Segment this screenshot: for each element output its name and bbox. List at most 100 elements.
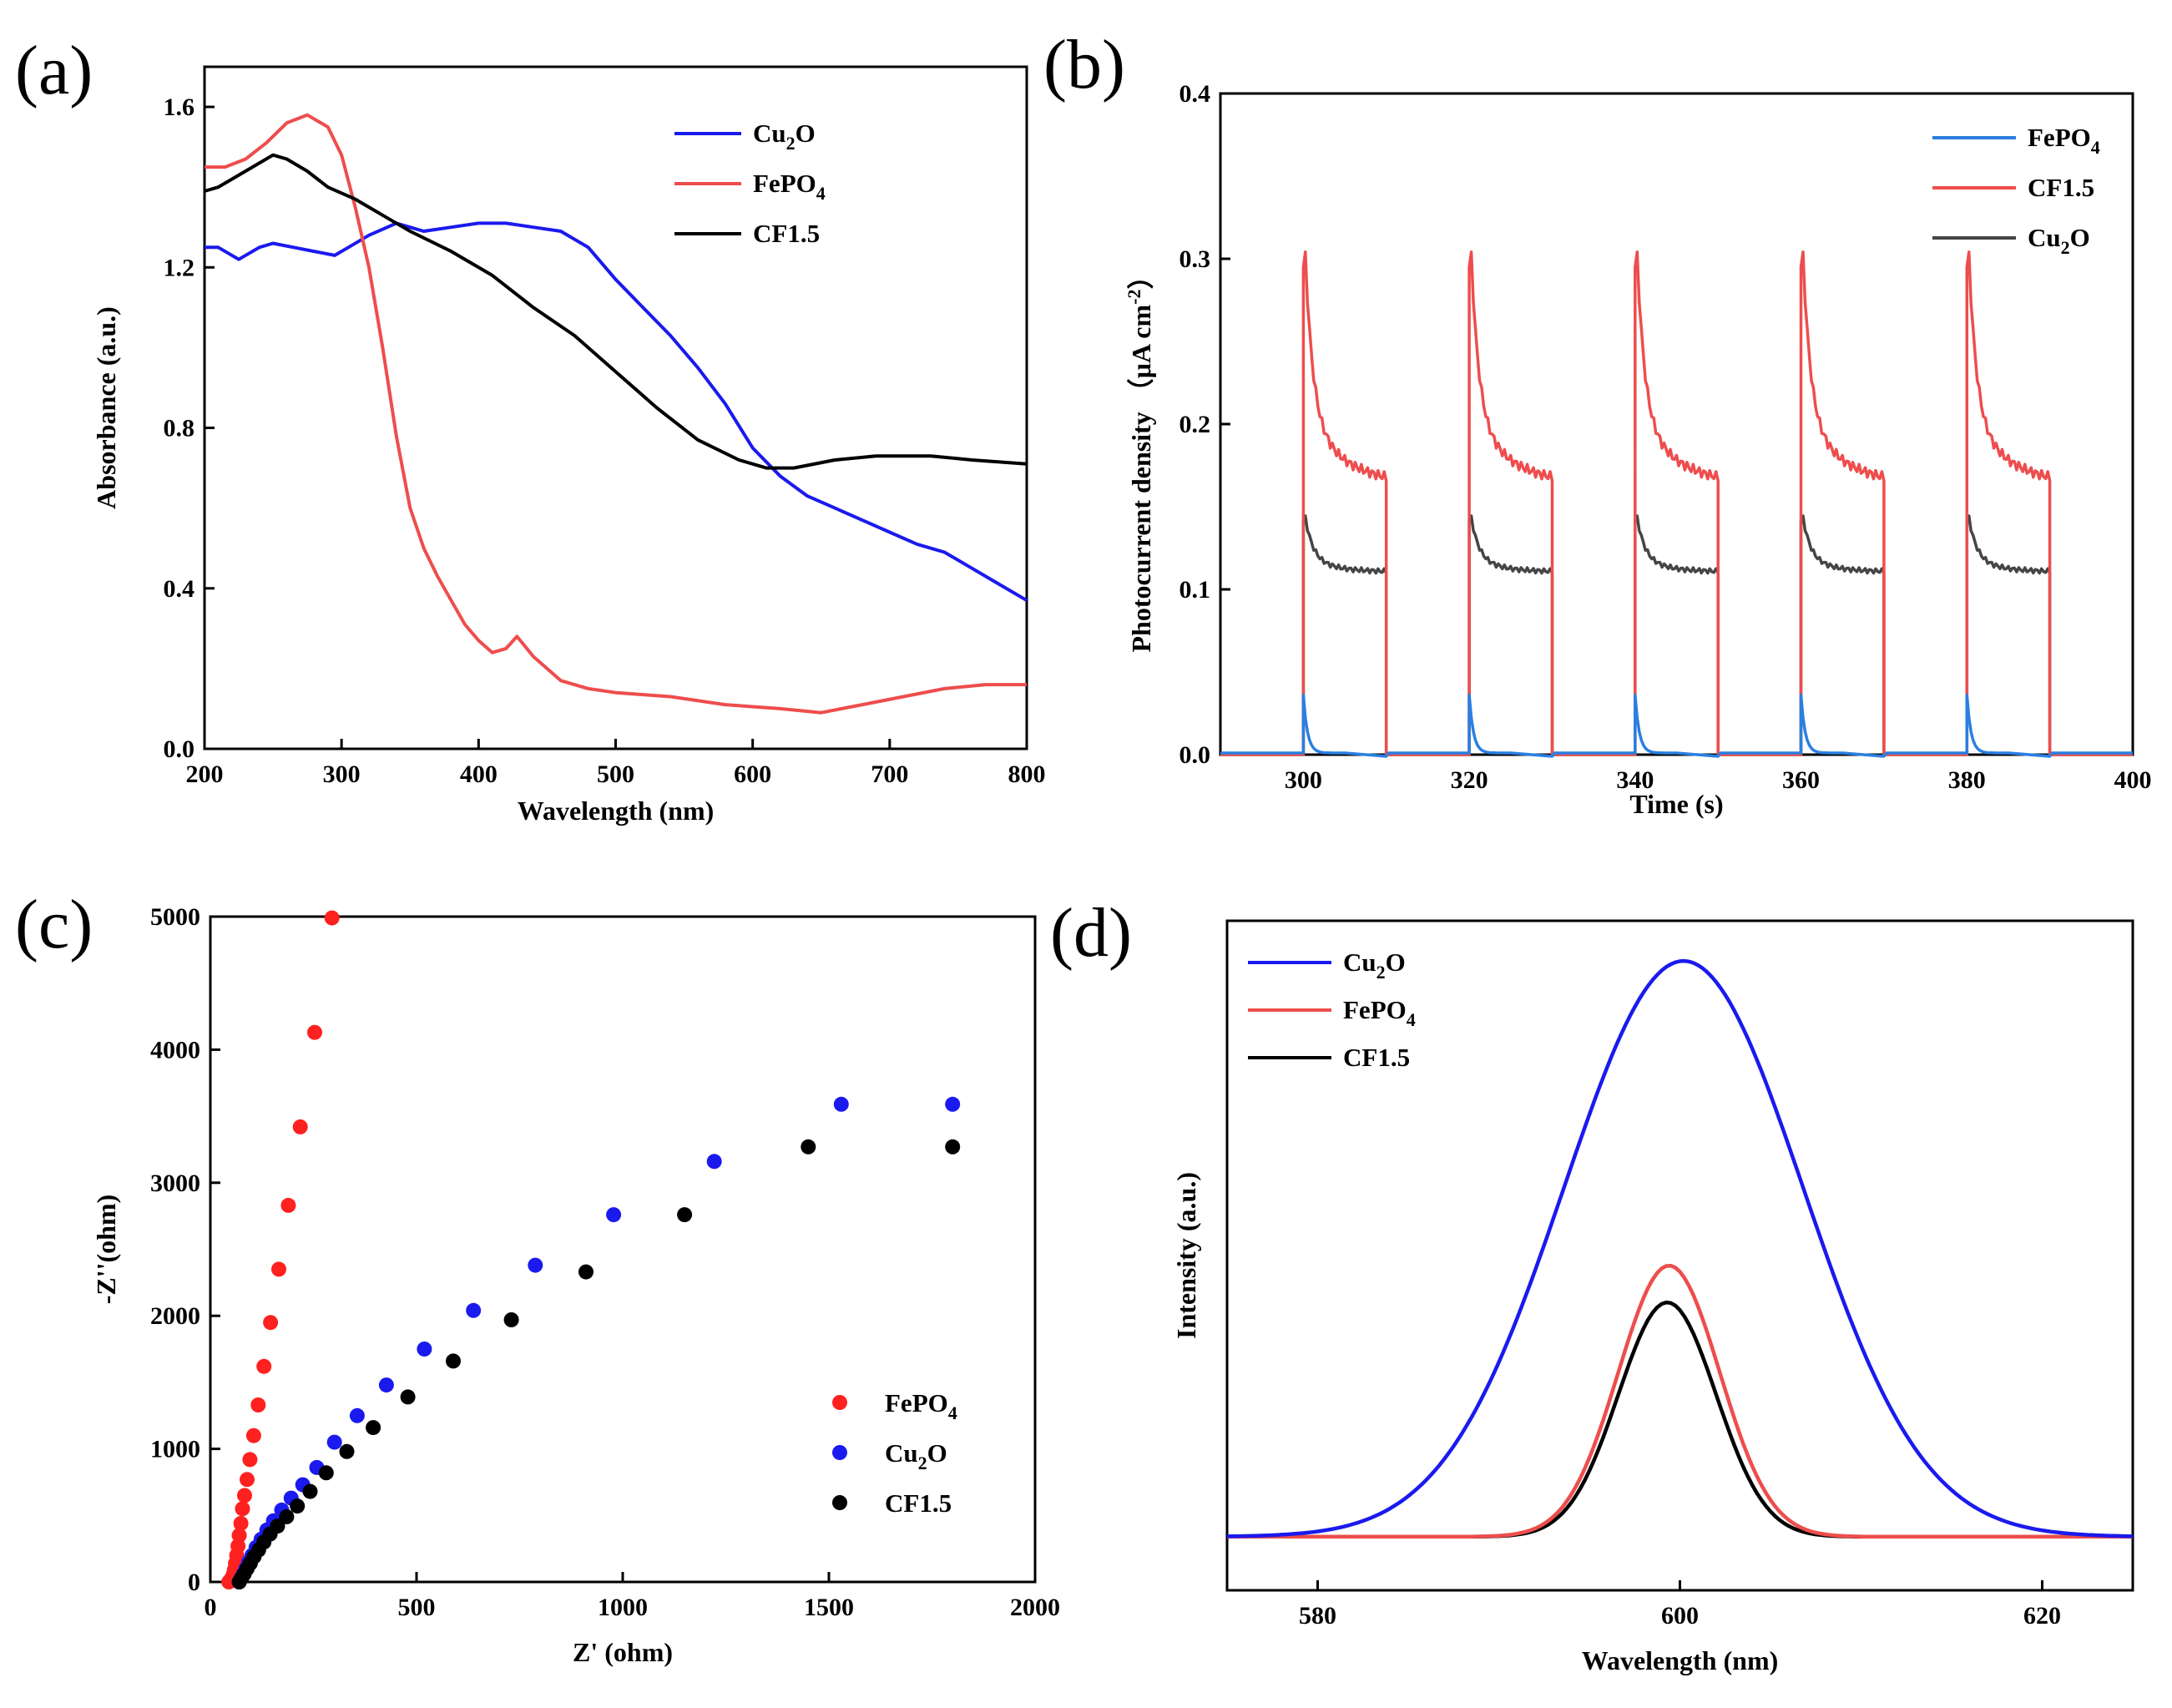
y-tick-label: 5000 [150,903,200,931]
x-tick-label: 580 [1299,1602,1336,1630]
legend-label-cu2o: Cu2O [1343,947,1406,983]
legend-label-cu2o: Cu2O [885,1438,947,1473]
y-tick-label: 1000 [150,1436,200,1463]
scatter-point-cu2o [378,1377,394,1393]
y-tick-label: 0.2 [1179,411,1211,438]
plot-frame-c [209,915,1037,1584]
series-line-cf15 [1220,250,2133,756]
x-tick-label: 400 [460,761,498,788]
series-line-fepo4 [1227,1263,2133,1539]
legend-marker [832,1445,847,1460]
series-line-fepo4 [205,113,1027,715]
y-axis-label: -Z''(ohm) [91,1195,121,1305]
y-tick-label: 1.6 [164,93,195,121]
series-line-cf15 [204,153,1028,470]
scatter-point-cu2o [833,1096,849,1112]
y-tick-label: 0.4 [164,575,195,603]
scatter-point-cu2o [349,1407,365,1423]
legend-label-fepo4: FePO4 [2028,123,2100,158]
legend-label-fepo4: FePO4 [753,169,826,204]
series-line-cf15 [1227,1300,2133,1539]
panel-a: (a) 200 300 400 500 600 700 800 0.0 0.4 0.8 1.2 1.6 W… [15,32,1046,826]
scatter-point-cf15 [677,1207,693,1223]
series-line-cu2o [205,221,1028,602]
y-tick-label: 4000 [150,1036,200,1064]
x-tick-label: 340 [1616,766,1654,794]
x-tick-label: 1000 [598,1594,648,1621]
x-tick-label: 620 [2023,1602,2061,1630]
panel-label-a: (a) [15,32,93,109]
series-line-fepo4 [1220,693,2133,758]
scatter-point-cf15 [339,1443,355,1459]
x-tick-label: 600 [1661,1602,1699,1630]
y-tick-label: 1.2 [164,254,195,281]
series-line-cu2o [1226,958,2133,1539]
x-tick-label: 360 [1782,766,1820,794]
legend-marker [832,1395,847,1410]
scatter-point-cu2o [326,1434,342,1450]
legend-label-cu2o: Cu2O [2028,223,2090,258]
x-axis-label: Wavelength (nm) [1582,1645,1779,1675]
panel-c: (c) 0 500 1000 1500 2000 0 1000 2000 3000 4000 5000… [15,886,1060,1667]
scatter-point-cf15 [366,1420,381,1436]
scatter-point-fepo4 [271,1261,286,1277]
x-tick-label: 200 [186,761,224,788]
x-axis-label: Time (s) [1629,789,1723,819]
scatter-point-fepo4 [233,1515,249,1531]
scatter-point-cf15 [945,1139,961,1155]
scatter-point-cu2o [528,1257,543,1273]
scatter-point-cu2o [945,1096,961,1112]
x-tick-label: 400 [2114,766,2152,794]
scatter-point-fepo4 [292,1119,308,1134]
x-axis-label: Wavelength (nm) [518,796,715,826]
series-line-cu2o [1220,514,2133,756]
scatter-point-cf15 [318,1465,334,1481]
panel-label-d: (d) [1050,894,1132,972]
y-tick-label: 2000 [150,1302,200,1330]
scatter-point-cf15 [270,1519,285,1534]
scatter-point-fepo4 [307,1024,322,1040]
x-tick-label: 500 [597,761,634,788]
scatter-point-cf15 [503,1312,519,1327]
scatter-point-cf15 [400,1389,416,1405]
scatter-point-cf15 [801,1139,816,1155]
scatter-point-cf15 [279,1508,295,1524]
panel-d: (d) 580 600 620 Wavelength (nm) Intensity (a.… [1050,894,2134,1675]
y-tick-label: 0.8 [164,415,195,442]
x-tick-label: 600 [734,761,771,788]
x-tick-label: 0 [205,1594,217,1621]
x-tick-label: 700 [871,761,908,788]
scatter-point-cu2o [466,1302,482,1318]
scatter-point-cu2o [706,1154,722,1170]
legend-label-fepo4: FePO4 [885,1388,957,1423]
x-tick-label: 2000 [1010,1594,1060,1621]
x-tick-label: 1500 [804,1594,854,1621]
legend-marker [832,1495,847,1510]
y-axis-label: Photocurrent density （μA cm-2） [1124,263,1156,653]
scatter-point-fepo4 [256,1358,272,1374]
legend-label-cf15: CF1.5 [753,219,820,248]
x-tick-label: 300 [1285,766,1322,794]
scatter-point-cf15 [290,1498,306,1514]
y-axis-label: Absorbance (a.u.) [91,306,121,509]
x-tick-label: 800 [1008,761,1046,788]
scatter-point-fepo4 [324,910,340,926]
y-axis-label: Intensity (a.u.) [1171,1172,1201,1339]
scatter-point-fepo4 [250,1397,266,1412]
x-tick-label: 380 [1948,766,1986,794]
plot-frame-b [1219,92,2134,756]
y-tick-label: 0 [188,1569,200,1596]
y-tick-label: 0.0 [164,735,195,763]
scatter-point-cu2o [417,1342,432,1357]
scatter-point-cf15 [446,1353,461,1369]
legend-label-cu2o: Cu2O [753,119,816,154]
plot-frame-a [203,65,1028,750]
y-tick-label: 0.4 [1179,80,1211,108]
legend-label-cf15: CF1.5 [885,1488,952,1518]
scatter-point-fepo4 [237,1488,252,1503]
scatter-point-fepo4 [235,1501,250,1517]
scatter-point-cf15 [302,1483,318,1499]
legend-label-cf15: CF1.5 [1343,1043,1410,1072]
scatter-point-fepo4 [280,1197,296,1213]
